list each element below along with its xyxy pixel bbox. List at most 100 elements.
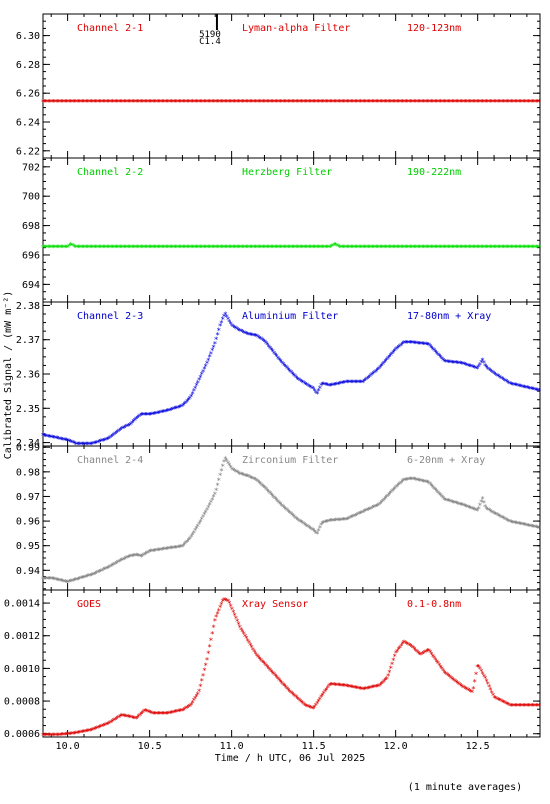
data-point: * [60,98,65,107]
data-point: * [366,374,371,383]
data-point: * [278,98,283,107]
data-point: * [45,244,50,253]
data-point: * [45,433,50,442]
data-point: * [504,244,509,253]
data-point: * [508,244,513,253]
data-point: * [114,244,119,253]
data-point: * [394,244,399,253]
data-point: * [478,361,483,370]
data-point: * [399,479,404,488]
data-point: * [108,98,113,107]
data-point: * [306,523,311,532]
data-point: * [153,98,158,107]
data-point: * [341,379,346,388]
data-point: * [471,244,476,253]
data-point: * [472,98,477,107]
data-point: * [239,98,244,107]
data-point: * [214,336,219,345]
data-point: * [417,340,422,349]
data-point: * [244,472,249,481]
data-point: * [386,244,391,253]
data-point: * [72,243,77,252]
data-point: * [261,337,266,346]
data-point: * [164,545,169,554]
data-point: * [96,244,101,253]
data-point: * [336,380,341,389]
data-point: * [286,366,291,375]
data-point: * [328,382,333,391]
data-point: * [77,575,82,584]
data-point: * [500,514,505,523]
data-point: * [412,339,417,348]
data-point: * [202,365,207,374]
data-point: * [257,479,262,488]
data-point: * [373,98,378,107]
data-point: * [333,241,338,250]
data-point: * [521,98,526,107]
data-point: * [535,98,540,107]
data-point: * [199,371,204,380]
data-point: * [101,244,106,253]
data-point: * [264,339,269,348]
data-point: * [401,476,406,485]
data-point: * [161,244,166,253]
data-point: * [526,702,531,711]
data-point: * [319,382,324,391]
data-point: * [279,502,284,511]
data-point: * [420,478,425,487]
data-point: * [93,570,98,579]
y-tick-label: 0.0014 [4,599,40,610]
data-point: * [514,382,519,391]
data-point: * [50,244,55,253]
data-point: * [62,731,67,740]
data-point: * [462,684,467,693]
data-point: * [237,470,242,479]
data-point: * [478,501,483,510]
data-point: * [413,476,418,485]
data-point: * [193,695,198,704]
data-point: * [163,710,168,719]
data-point: * [398,98,403,107]
data-point: * [241,98,246,107]
data-point: * [127,553,132,562]
data-point: * [176,544,181,553]
data-point: * [382,244,387,253]
data-point: * [445,497,450,506]
data-point: * [155,98,160,107]
data-point: * [426,98,431,107]
data-point: * [480,356,485,365]
data-point: * [392,244,397,253]
data-point: * [178,244,183,253]
data-point: * [500,244,505,253]
data-point: * [446,244,451,253]
data-point: * [139,553,144,562]
panel-channel-label: Channel 2-4 [77,455,143,466]
data-point: * [59,731,64,740]
data-point: * [422,244,427,253]
data-point: * [459,360,464,369]
data-point: * [488,508,493,517]
data-point: * [310,705,315,714]
data-point: * [50,98,55,107]
data-point: * [215,610,220,619]
data-point: * [186,396,191,405]
data-point: * [432,347,437,356]
data-point: * [379,499,384,508]
data-point: * [483,98,488,107]
data-point: * [136,98,141,107]
data-point: * [138,711,143,720]
data-point: * [345,98,350,107]
data-point: * [464,244,469,253]
data-point: * [237,327,242,336]
data-point: * [358,244,363,253]
data-point: * [293,244,298,253]
data-point: * [109,98,114,107]
data-point: * [254,333,259,342]
data-point: * [54,576,59,585]
data-point: * [523,522,528,531]
data-point: * [369,684,374,693]
data-point: * [115,244,120,253]
data-point: * [398,644,403,653]
data-point: * [203,508,208,517]
data-point: * [445,98,450,107]
